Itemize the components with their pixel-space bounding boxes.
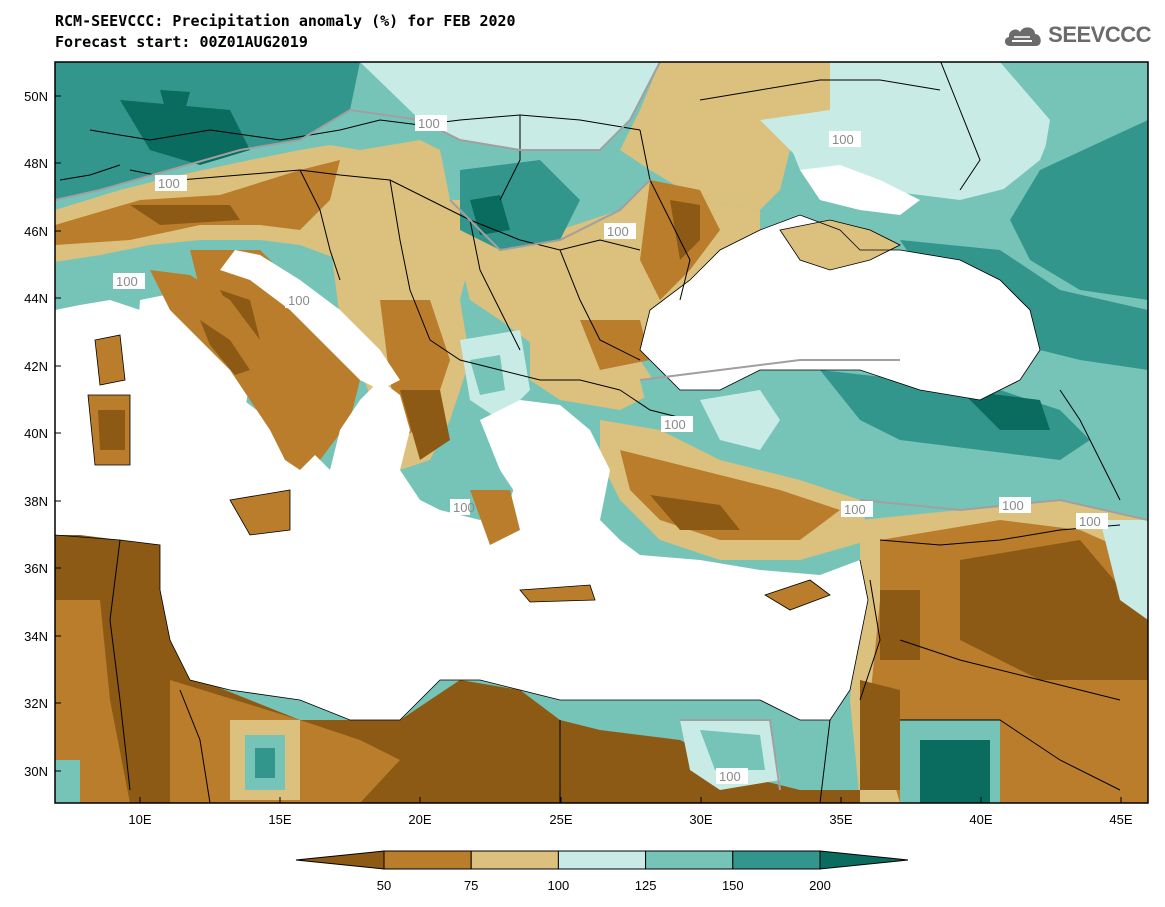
lat-tick-label: 50N [24, 89, 48, 104]
lat-tick-label: 46N [24, 224, 48, 239]
latitude-labels: 50N 48N 46N 44N 42N 40N 38N 36N 34N 32N 30N [24, 89, 48, 779]
lon-tick-label: 40E [969, 812, 992, 827]
lat-tick-label: 44N [24, 291, 48, 306]
legend-label: 200 [809, 878, 831, 893]
cloud-icon [1005, 27, 1041, 46]
contour-label: 100 [116, 274, 138, 289]
legend-swatch [732, 850, 821, 870]
contour-label: 100 [719, 769, 741, 784]
lat-tick-label: 30N [24, 764, 48, 779]
contour-label: 100 [832, 132, 854, 147]
contour-label: 100 [844, 502, 866, 517]
coastlines [55, 214, 1041, 721]
longitude-labels: 10E 15E 20E 25E 30E 35E 40E 45E [128, 812, 1132, 827]
lat-tick-label: 48N [24, 156, 48, 171]
legend-high-arrow [819, 850, 909, 870]
color-legend: 50 75 100 125 150 200 [295, 850, 909, 893]
contour-label: 100 [288, 293, 310, 308]
legend-label: 125 [635, 878, 657, 893]
logo-text: SEEVCCC [1048, 22, 1151, 47]
forecast-start-label: Forecast start: 00Z01AUG2019 [55, 33, 308, 51]
islands-and-peninsulas [88, 220, 900, 610]
country-borders [59, 62, 1121, 803]
lat-tick-label: 32N [24, 696, 48, 711]
legend-label: 100 [548, 878, 570, 893]
lon-tick-label: 30E [689, 812, 712, 827]
lat-tick-label: 42N [24, 359, 48, 374]
contour-label: 100 [1002, 498, 1024, 513]
legend-swatch [383, 850, 472, 870]
lon-tick-label: 45E [1109, 812, 1132, 827]
contour-labels: 100 100 100 100 100 100 100 100 100 100 … [113, 115, 1108, 784]
legend-swatch [557, 850, 647, 870]
legend-swatch [645, 850, 734, 870]
lat-tick-label: 38N [24, 494, 48, 509]
legend-swatch [470, 850, 559, 870]
contour-label: 100 [664, 417, 686, 432]
lon-tick-label: 15E [268, 812, 291, 827]
legend-label: 50 [377, 878, 391, 893]
contour-label: 100 [453, 500, 475, 515]
lat-tick-label: 36N [24, 561, 48, 576]
legend-label: 150 [722, 878, 744, 893]
contour-label: 100 [607, 224, 629, 239]
axis-ticks [55, 95, 1122, 803]
legend-label: 75 [464, 878, 478, 893]
seevccc-logo: SEEVCCC [1002, 22, 1151, 48]
contour-label: 100 [158, 176, 180, 191]
lon-tick-label: 20E [408, 812, 431, 827]
legend-low-arrow [295, 850, 385, 870]
contour-label: 100 [418, 116, 440, 131]
lon-tick-label: 10E [128, 812, 151, 827]
contour-label: 100 [1079, 514, 1101, 529]
lon-tick-label: 35E [829, 812, 852, 827]
map-title: RCM-SEEVCCC: Precipitation anomaly (%) f… [55, 12, 516, 30]
lon-tick-label: 25E [549, 812, 572, 827]
anomaly-field [55, 62, 1148, 803]
lat-tick-label: 40N [24, 426, 48, 441]
lat-tick-label: 34N [24, 629, 48, 644]
